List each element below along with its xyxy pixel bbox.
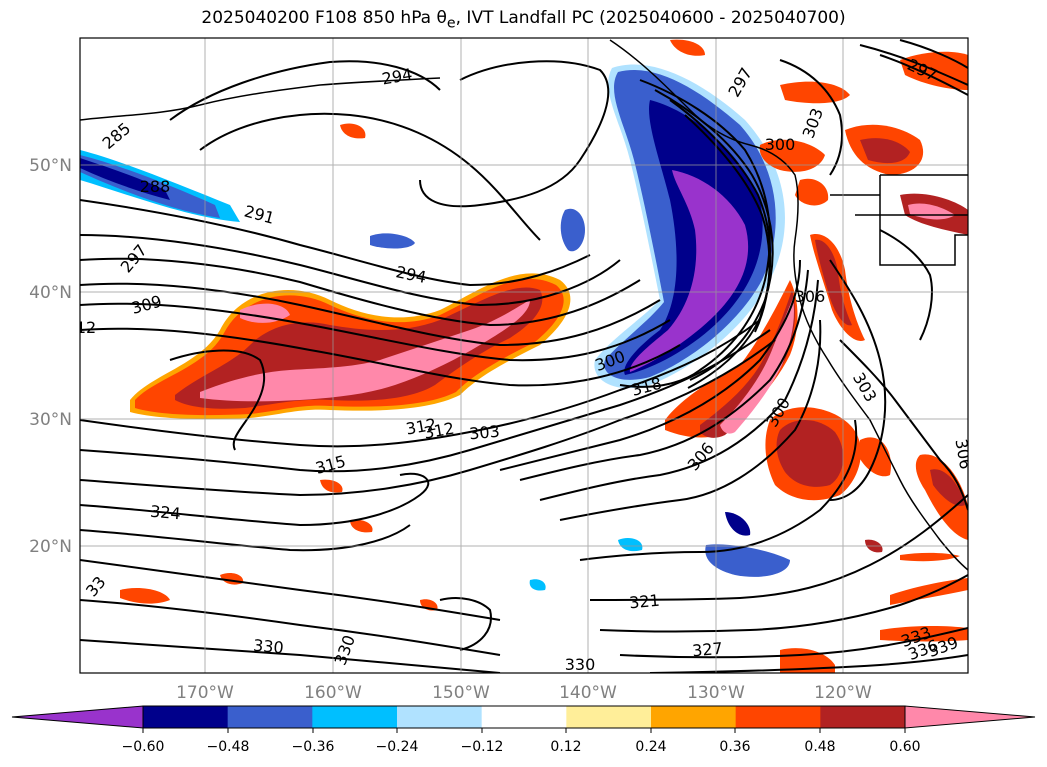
contour-label: 306 bbox=[795, 287, 826, 306]
longitude-label: 150°W bbox=[432, 683, 490, 703]
colorbar-tick-label: 0.12 bbox=[550, 739, 581, 755]
latitude-labels: 50°N 40°N 30°N 20°N bbox=[29, 156, 72, 557]
longitude-label: 130°W bbox=[687, 683, 745, 703]
colorbar-tick-label: −0.24 bbox=[376, 739, 419, 755]
coastlines bbox=[80, 39, 968, 571]
latitude-label: 40°N bbox=[29, 283, 72, 303]
colorbar-tick-label: −0.36 bbox=[292, 739, 335, 755]
contour-label: 300 bbox=[765, 135, 796, 154]
contour-label: 303 bbox=[468, 422, 500, 444]
colorbar-segment bbox=[312, 706, 398, 728]
contour-label: 12 bbox=[76, 318, 96, 337]
contour-label: 321 bbox=[628, 591, 660, 613]
negative-ivt-region bbox=[80, 64, 790, 591]
contour-label: 288 bbox=[140, 177, 171, 196]
latitude-label: 20°N bbox=[29, 537, 72, 557]
colorbar-tick-label: 0.24 bbox=[635, 739, 666, 755]
longitude-label: 120°W bbox=[814, 683, 872, 703]
contour-label: 324 bbox=[149, 502, 181, 524]
colorbar-segment bbox=[143, 706, 229, 728]
positive-ivt-region bbox=[120, 39, 968, 673]
longitude-label: 140°W bbox=[559, 683, 617, 703]
contour-label: 330 bbox=[252, 636, 284, 658]
colorbar-tick-label: −0.60 bbox=[122, 739, 165, 755]
colorbar-segment bbox=[481, 706, 567, 728]
latitude-label: 30°N bbox=[29, 410, 72, 430]
contour-label: 330 bbox=[565, 655, 596, 674]
colorbar-segment bbox=[227, 706, 313, 728]
colorbar-tick-label: −0.12 bbox=[461, 739, 504, 755]
colorbar-segment bbox=[651, 706, 737, 728]
longitude-labels: 170°W 160°W 150°W 140°W 130°W 120°W bbox=[176, 683, 872, 703]
colorbar-segment bbox=[820, 706, 906, 728]
colorbar-tick-label: 0.48 bbox=[804, 739, 835, 755]
latitude-label: 50°N bbox=[29, 156, 72, 176]
colorbar-frame bbox=[142, 705, 906, 729]
colorbar-extend-high bbox=[904, 705, 1036, 729]
longitude-label: 170°W bbox=[176, 683, 234, 703]
colorbar-segment bbox=[566, 706, 652, 728]
longitude-label: 160°W bbox=[304, 683, 362, 703]
map-title: 2025040200 F108 850 hPa θe, IVT Landfall… bbox=[201, 8, 846, 32]
colorbar-tick-label: −0.48 bbox=[207, 739, 250, 755]
colorbar-segment bbox=[397, 706, 483, 728]
gridlines bbox=[80, 38, 968, 673]
contour-label: 327 bbox=[691, 639, 723, 661]
plot-frame bbox=[79, 37, 969, 674]
contour-label: 306 bbox=[951, 437, 975, 470]
colorbar-segment bbox=[735, 706, 821, 728]
colorbar-tick-label: 0.60 bbox=[889, 739, 920, 755]
colorbar-extend-low bbox=[11, 705, 144, 729]
colorbar: −0.60 −0.48 −0.36 −0.24 −0.12 0.12 0.24 0.36 0.4… bbox=[11, 705, 1036, 755]
colorbar-tick-label: 0.36 bbox=[719, 739, 750, 755]
